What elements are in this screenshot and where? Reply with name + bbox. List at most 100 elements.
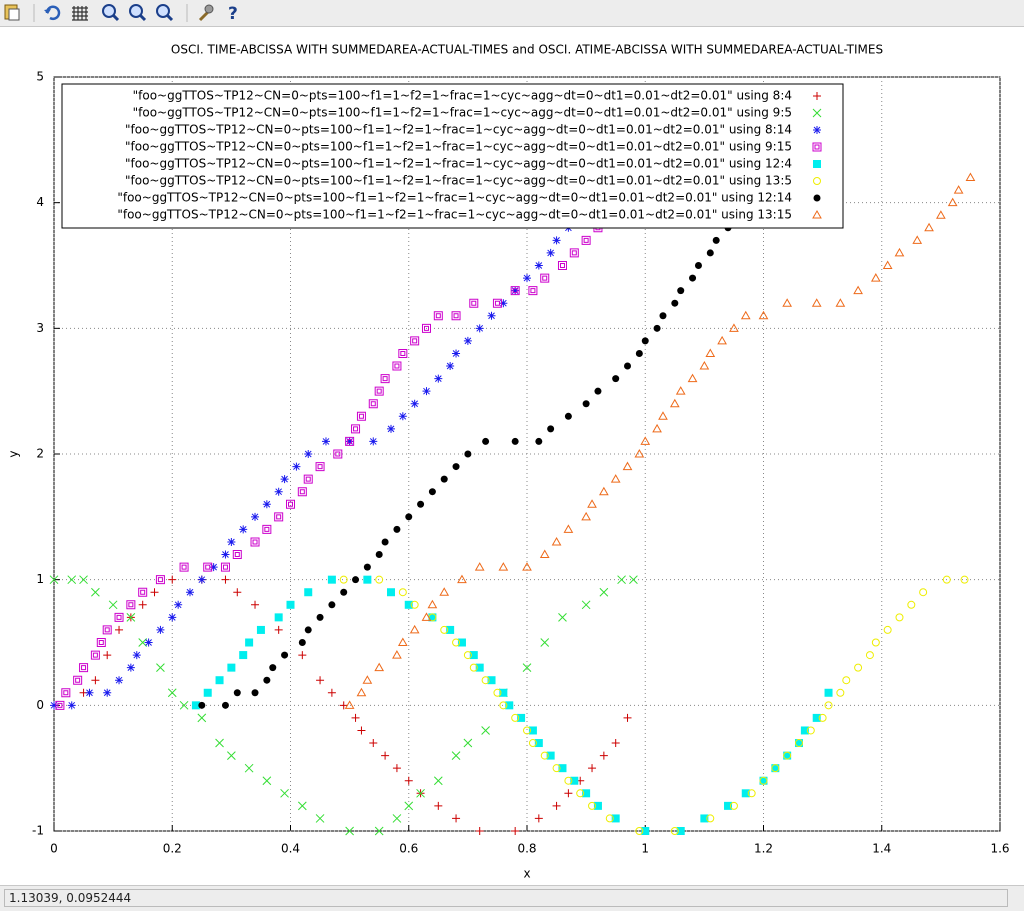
point <box>179 562 189 572</box>
point <box>794 739 803 748</box>
point <box>782 298 793 307</box>
point <box>469 298 479 308</box>
point <box>167 688 177 698</box>
point <box>582 400 590 408</box>
point <box>487 311 496 320</box>
zoom-prev-button[interactable] <box>102 4 120 22</box>
point <box>812 713 821 722</box>
point <box>281 651 289 659</box>
point <box>262 776 272 786</box>
point <box>870 273 881 282</box>
point <box>759 776 768 785</box>
point <box>245 638 254 647</box>
legend-label: "foo~ggTTOS~TP12~CN=0~pts=100~f1=1~f2=1~… <box>125 123 792 137</box>
point <box>304 450 313 458</box>
point <box>865 651 874 660</box>
point <box>953 185 964 194</box>
point <box>156 663 165 672</box>
legend-marker <box>813 92 821 100</box>
series <box>198 161 833 709</box>
point <box>581 600 591 610</box>
point <box>55 700 65 710</box>
point <box>511 713 520 722</box>
copy-button[interactable] <box>4 4 20 21</box>
point <box>717 335 727 345</box>
point <box>209 563 218 572</box>
series <box>344 172 976 709</box>
point <box>539 549 550 559</box>
point <box>339 575 348 584</box>
chart: OSCI. TIME-ABCISSA WITH SUMMEDAREA-ACTUA… <box>7 43 1010 881</box>
point <box>297 801 307 811</box>
point <box>126 663 135 672</box>
point <box>433 311 443 321</box>
zoom-next-button[interactable] <box>129 4 147 22</box>
point <box>475 324 484 333</box>
point <box>404 776 413 785</box>
point <box>552 236 561 245</box>
point <box>262 524 272 534</box>
x-tick-label: 1.4 <box>872 842 891 856</box>
point <box>759 776 768 785</box>
point <box>907 600 916 609</box>
point <box>783 751 792 760</box>
legend-label: "foo~ggTTOS~TP12~CN=0~pts=100~f1=1~f2=1~… <box>133 106 792 120</box>
point <box>156 625 165 634</box>
replot-button[interactable] <box>44 5 61 20</box>
autoscale-button[interactable] <box>156 4 174 22</box>
point <box>836 688 845 697</box>
point <box>398 412 407 421</box>
point <box>251 689 259 697</box>
point <box>73 675 83 685</box>
point <box>340 588 348 596</box>
point <box>652 423 662 433</box>
point <box>771 764 780 773</box>
config-button[interactable] <box>198 4 214 22</box>
point <box>316 676 325 685</box>
point <box>528 286 538 296</box>
grid-button[interactable] <box>72 6 88 21</box>
point <box>853 285 863 295</box>
point <box>392 361 402 371</box>
help-button[interactable]: ? <box>228 4 238 24</box>
point <box>924 222 934 232</box>
point <box>126 613 136 622</box>
point <box>463 738 473 748</box>
point <box>221 550 230 559</box>
point <box>392 650 402 659</box>
point <box>942 575 951 584</box>
point <box>511 827 520 835</box>
point <box>487 676 496 685</box>
point <box>221 701 229 709</box>
point <box>623 713 632 722</box>
point <box>440 625 449 634</box>
point <box>712 236 720 244</box>
x-tick-label: 0.4 <box>281 842 300 856</box>
point <box>492 298 502 308</box>
y-axis-label: y <box>7 450 21 457</box>
point <box>392 764 401 773</box>
point <box>481 726 490 735</box>
point <box>357 726 366 735</box>
point <box>409 624 420 634</box>
point <box>103 688 112 697</box>
point <box>523 274 531 283</box>
point <box>824 688 833 697</box>
point <box>61 688 71 698</box>
point <box>576 789 585 798</box>
point <box>244 763 254 773</box>
point <box>724 801 733 810</box>
point <box>771 764 780 773</box>
point <box>960 575 969 584</box>
y-tick-label: 0 <box>36 698 44 712</box>
point <box>557 261 567 270</box>
point <box>740 310 751 320</box>
point <box>108 600 118 610</box>
point <box>883 625 892 634</box>
point <box>381 538 389 546</box>
point <box>528 726 537 735</box>
point <box>79 575 88 585</box>
point <box>581 511 591 521</box>
point <box>451 311 461 321</box>
